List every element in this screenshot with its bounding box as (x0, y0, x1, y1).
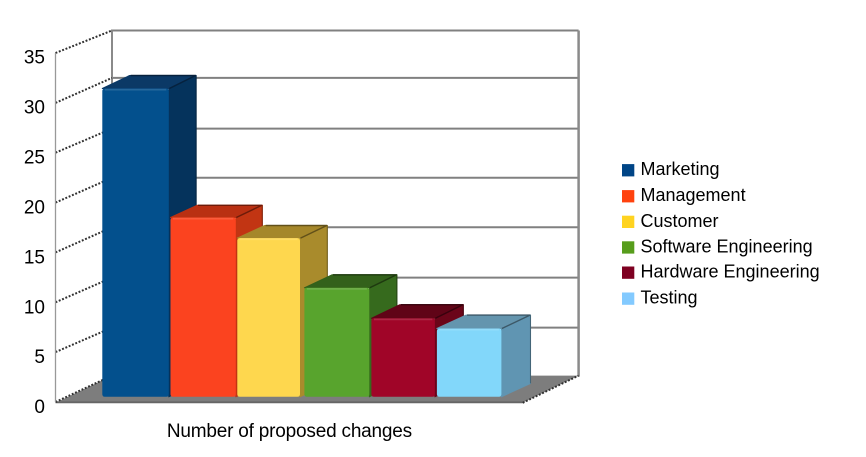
svg-text:Hardware Engineering: Hardware Engineering (641, 262, 820, 282)
svg-text:Marketing: Marketing (641, 159, 720, 179)
svg-text:25: 25 (24, 148, 45, 169)
svg-text:Testing: Testing (641, 288, 698, 308)
svg-text:5: 5 (34, 347, 45, 368)
svg-text:Management: Management (641, 185, 746, 205)
svg-text:Customer: Customer (641, 211, 719, 231)
svg-text:20: 20 (24, 197, 45, 218)
svg-text:10: 10 (24, 297, 45, 318)
svg-text:0: 0 (34, 397, 45, 418)
svg-text:Software Engineering: Software Engineering (641, 236, 813, 256)
svg-text:Number of proposed changes: Number of proposed changes (167, 421, 412, 442)
svg-text:15: 15 (24, 247, 45, 268)
svg-text:35: 35 (24, 48, 45, 69)
svg-text:30: 30 (24, 98, 45, 119)
